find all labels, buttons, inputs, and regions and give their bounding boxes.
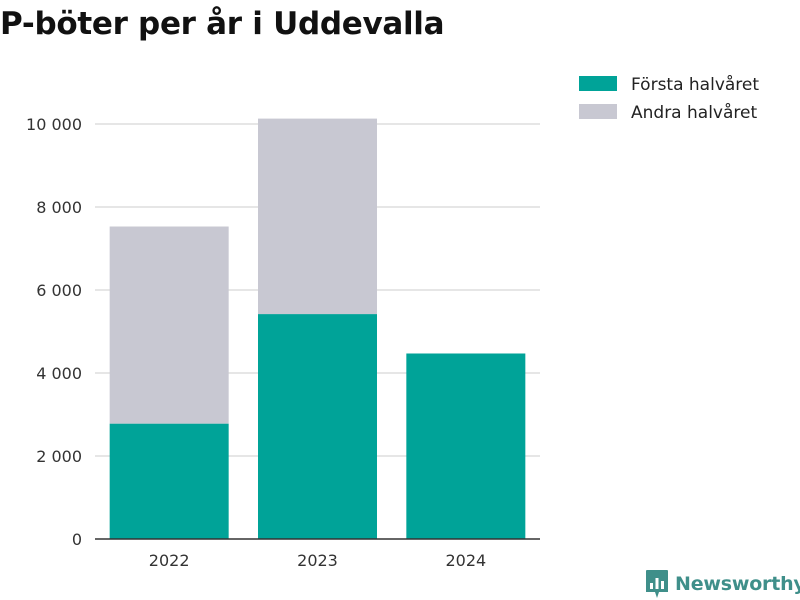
y-tick-label: 8 000 [36, 198, 82, 217]
legend-label: Andra halvåret [631, 102, 757, 123]
brand-logo: Newsworthy [645, 568, 800, 600]
y-tick-label: 4 000 [36, 364, 82, 383]
bar-segment [258, 314, 377, 539]
y-tick-label: 10 000 [26, 115, 82, 134]
brand-name: Newsworthy [675, 573, 800, 595]
legend-swatch [579, 104, 617, 119]
bar-segment [258, 118, 377, 315]
bar-segment [109, 226, 229, 424]
legend-swatch [579, 76, 617, 91]
axes: 0 2 000 4 000 6 000 8 000 10 000 2022 2023 2024 [26, 115, 540, 570]
bars [109, 118, 526, 539]
bar-segment [406, 353, 526, 539]
newsworthy-logo-icon [646, 570, 668, 598]
x-tick-label: 2022 [149, 551, 190, 570]
legend: Första halvåret Andra halvåret [579, 74, 759, 123]
y-tick-label: 2 000 [36, 447, 82, 466]
legend-label: Första halvåret [631, 74, 759, 95]
chart-title: P-böter per år i Uddevalla [0, 6, 445, 42]
y-tick-label: 0 [72, 530, 82, 549]
x-tick-label: 2024 [445, 551, 486, 570]
y-tick-label: 6 000 [36, 281, 82, 300]
bar-segment [109, 423, 229, 539]
x-tick-label: 2023 [297, 551, 338, 570]
